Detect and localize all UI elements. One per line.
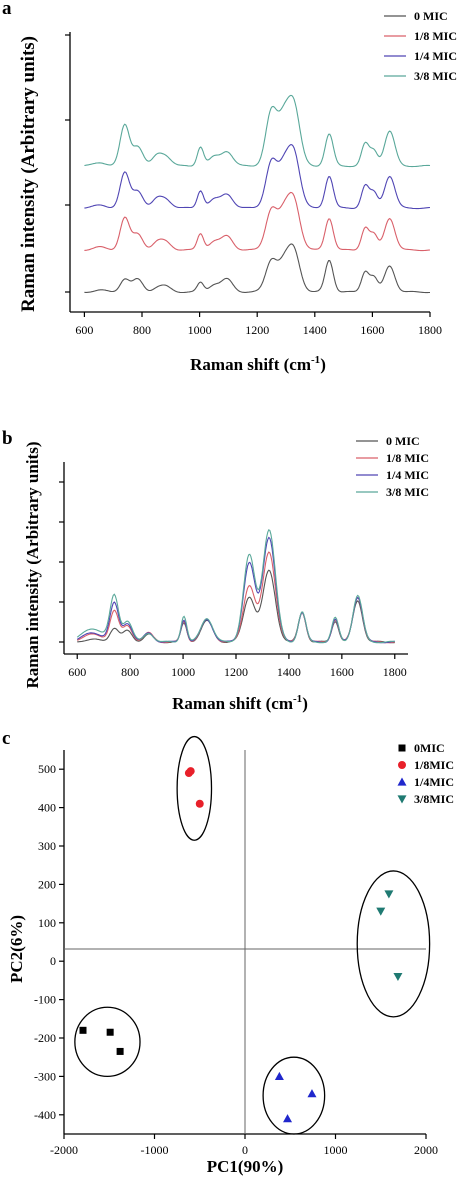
panel-c-legend: 0MIC 1/8MIC 1/4MIC 3/8MIC	[397, 741, 454, 806]
b-series-line	[77, 551, 395, 644]
b-legend-label: 0 MIC	[386, 434, 420, 448]
panel-a-legend: 0 MIC 1/8 MIC 1/4 MIC 3/8 MIC	[384, 9, 457, 83]
c-data-point	[274, 1071, 284, 1080]
panel-a-axes: 600 800 1000 1200 1400 1600 1800	[65, 32, 442, 337]
a-legend-label: 0 MIC	[414, 9, 448, 23]
c-data-point	[393, 972, 403, 982]
a-series-line	[84, 191, 431, 252]
panel-c-ylabel: PC2(6%)	[7, 915, 26, 983]
c-y-tick-label: 500	[38, 762, 56, 776]
a-legend-label: 1/8 MIC	[414, 29, 457, 43]
c-data-point	[283, 1114, 293, 1123]
c-group-ellipse	[262, 1056, 326, 1135]
b-x-tick-label: 1600	[330, 665, 354, 679]
c-y-tick-label: 300	[38, 839, 56, 853]
b-series-line	[76, 528, 395, 644]
panel-b-chart: b 600 800 1000 1200 1400 1600 1800 0 MIC 1/8 MI…	[2, 428, 429, 713]
c-y-tick-label: -300	[34, 1069, 56, 1083]
c-legend-marker	[397, 795, 407, 804]
b-x-tick-label: 800	[121, 665, 139, 679]
a-x-tick-label: 1200	[245, 323, 269, 337]
c-legend-label: 0MIC	[414, 741, 445, 755]
c-data-point	[79, 1026, 87, 1034]
b-series-line	[77, 569, 395, 644]
a-x-tick-label: 1000	[188, 323, 212, 337]
panel-c-group-ellipses	[74, 735, 431, 1135]
c-x-tick-label: 1000	[324, 1143, 348, 1157]
b-legend-label: 1/8 MIC	[386, 451, 429, 465]
c-y-tick-label: -100	[34, 993, 56, 1007]
c-x-tick-label: -2000	[50, 1143, 78, 1157]
a-x-tick-label: 1400	[303, 323, 327, 337]
c-data-point	[307, 1089, 317, 1098]
c-y-tick-label: 400	[38, 801, 56, 815]
panel-c-points	[79, 767, 403, 1123]
panel-a-ylabel: Raman intensity (Arbitrary units)	[18, 36, 39, 312]
c-data-point	[186, 767, 195, 776]
c-data-point	[106, 1028, 114, 1036]
c-group-ellipse	[74, 1006, 141, 1078]
c-legend-marker	[397, 777, 407, 786]
panel-b-xlabel: Raman shift (cm-1)	[172, 693, 308, 713]
panel-b-legend: 0 MIC 1/8 MIC 1/4 MIC 3/8 MIC	[356, 434, 429, 499]
c-y-tick-label: 0	[50, 954, 56, 968]
panel-b-axes: 600 800 1000 1200 1400 1600 1800	[59, 462, 408, 679]
a-x-tick-label: 800	[133, 323, 151, 337]
a-series-line	[84, 144, 431, 210]
c-group-ellipse	[356, 870, 431, 1018]
a-x-tick-label: 1800	[418, 323, 442, 337]
b-x-tick-label: 1400	[277, 665, 301, 679]
c-data-point	[376, 907, 386, 916]
b-x-tick-label: 1800	[383, 665, 407, 679]
panel-a-chart: a 600 800 1000 1200 1400 1600 1800 0 MIC 1/8 MI…	[2, 0, 457, 374]
c-x-tick-label: -1000	[141, 1143, 169, 1157]
c-y-tick-label: 200	[38, 877, 56, 891]
b-x-tick-label: 600	[68, 665, 86, 679]
panel-b-ylabel: Raman intensity (Arbitrary units)	[23, 442, 42, 689]
panel-b-label: b	[2, 428, 13, 449]
a-legend-label: 1/4 MIC	[414, 49, 457, 63]
c-legend-marker	[398, 761, 406, 769]
b-legend-label: 3/8 MIC	[386, 485, 429, 499]
c-x-tick-label: 0	[242, 1143, 248, 1157]
c-y-tick-label: -200	[34, 1031, 56, 1045]
c-group-ellipse	[176, 735, 213, 841]
c-legend-label: 1/8MIC	[414, 758, 454, 772]
c-y-tick-label: -400	[34, 1108, 56, 1122]
panel-a-xlabel: Raman shift (cm-1)	[190, 354, 326, 374]
panel-c-label: c	[2, 728, 10, 749]
b-x-tick-label: 1200	[224, 665, 248, 679]
a-series-line	[84, 243, 430, 294]
panel-a-spectra	[84, 94, 431, 294]
c-legend-marker	[398, 744, 406, 752]
a-x-tick-label: 1600	[360, 323, 384, 337]
panel-b-spectra	[76, 528, 395, 644]
panel-a-label: a	[2, 0, 12, 19]
c-data-point	[116, 1047, 124, 1055]
a-series-line	[84, 94, 431, 168]
panel-c-xlabel: PC1(90%)	[207, 1157, 283, 1176]
a-legend-label: 3/8 MIC	[414, 69, 457, 83]
c-legend-label: 1/4MIC	[414, 775, 454, 789]
c-x-tick-label: 2000	[414, 1143, 438, 1157]
c-y-tick-label: 100	[38, 916, 56, 930]
a-x-tick-label: 600	[75, 323, 93, 337]
c-data-point	[384, 890, 394, 899]
b-x-tick-label: 1000	[171, 665, 195, 679]
b-legend-label: 1/4 MIC	[386, 468, 429, 482]
c-legend-label: 3/8MIC	[414, 792, 454, 806]
c-data-point	[195, 799, 204, 808]
